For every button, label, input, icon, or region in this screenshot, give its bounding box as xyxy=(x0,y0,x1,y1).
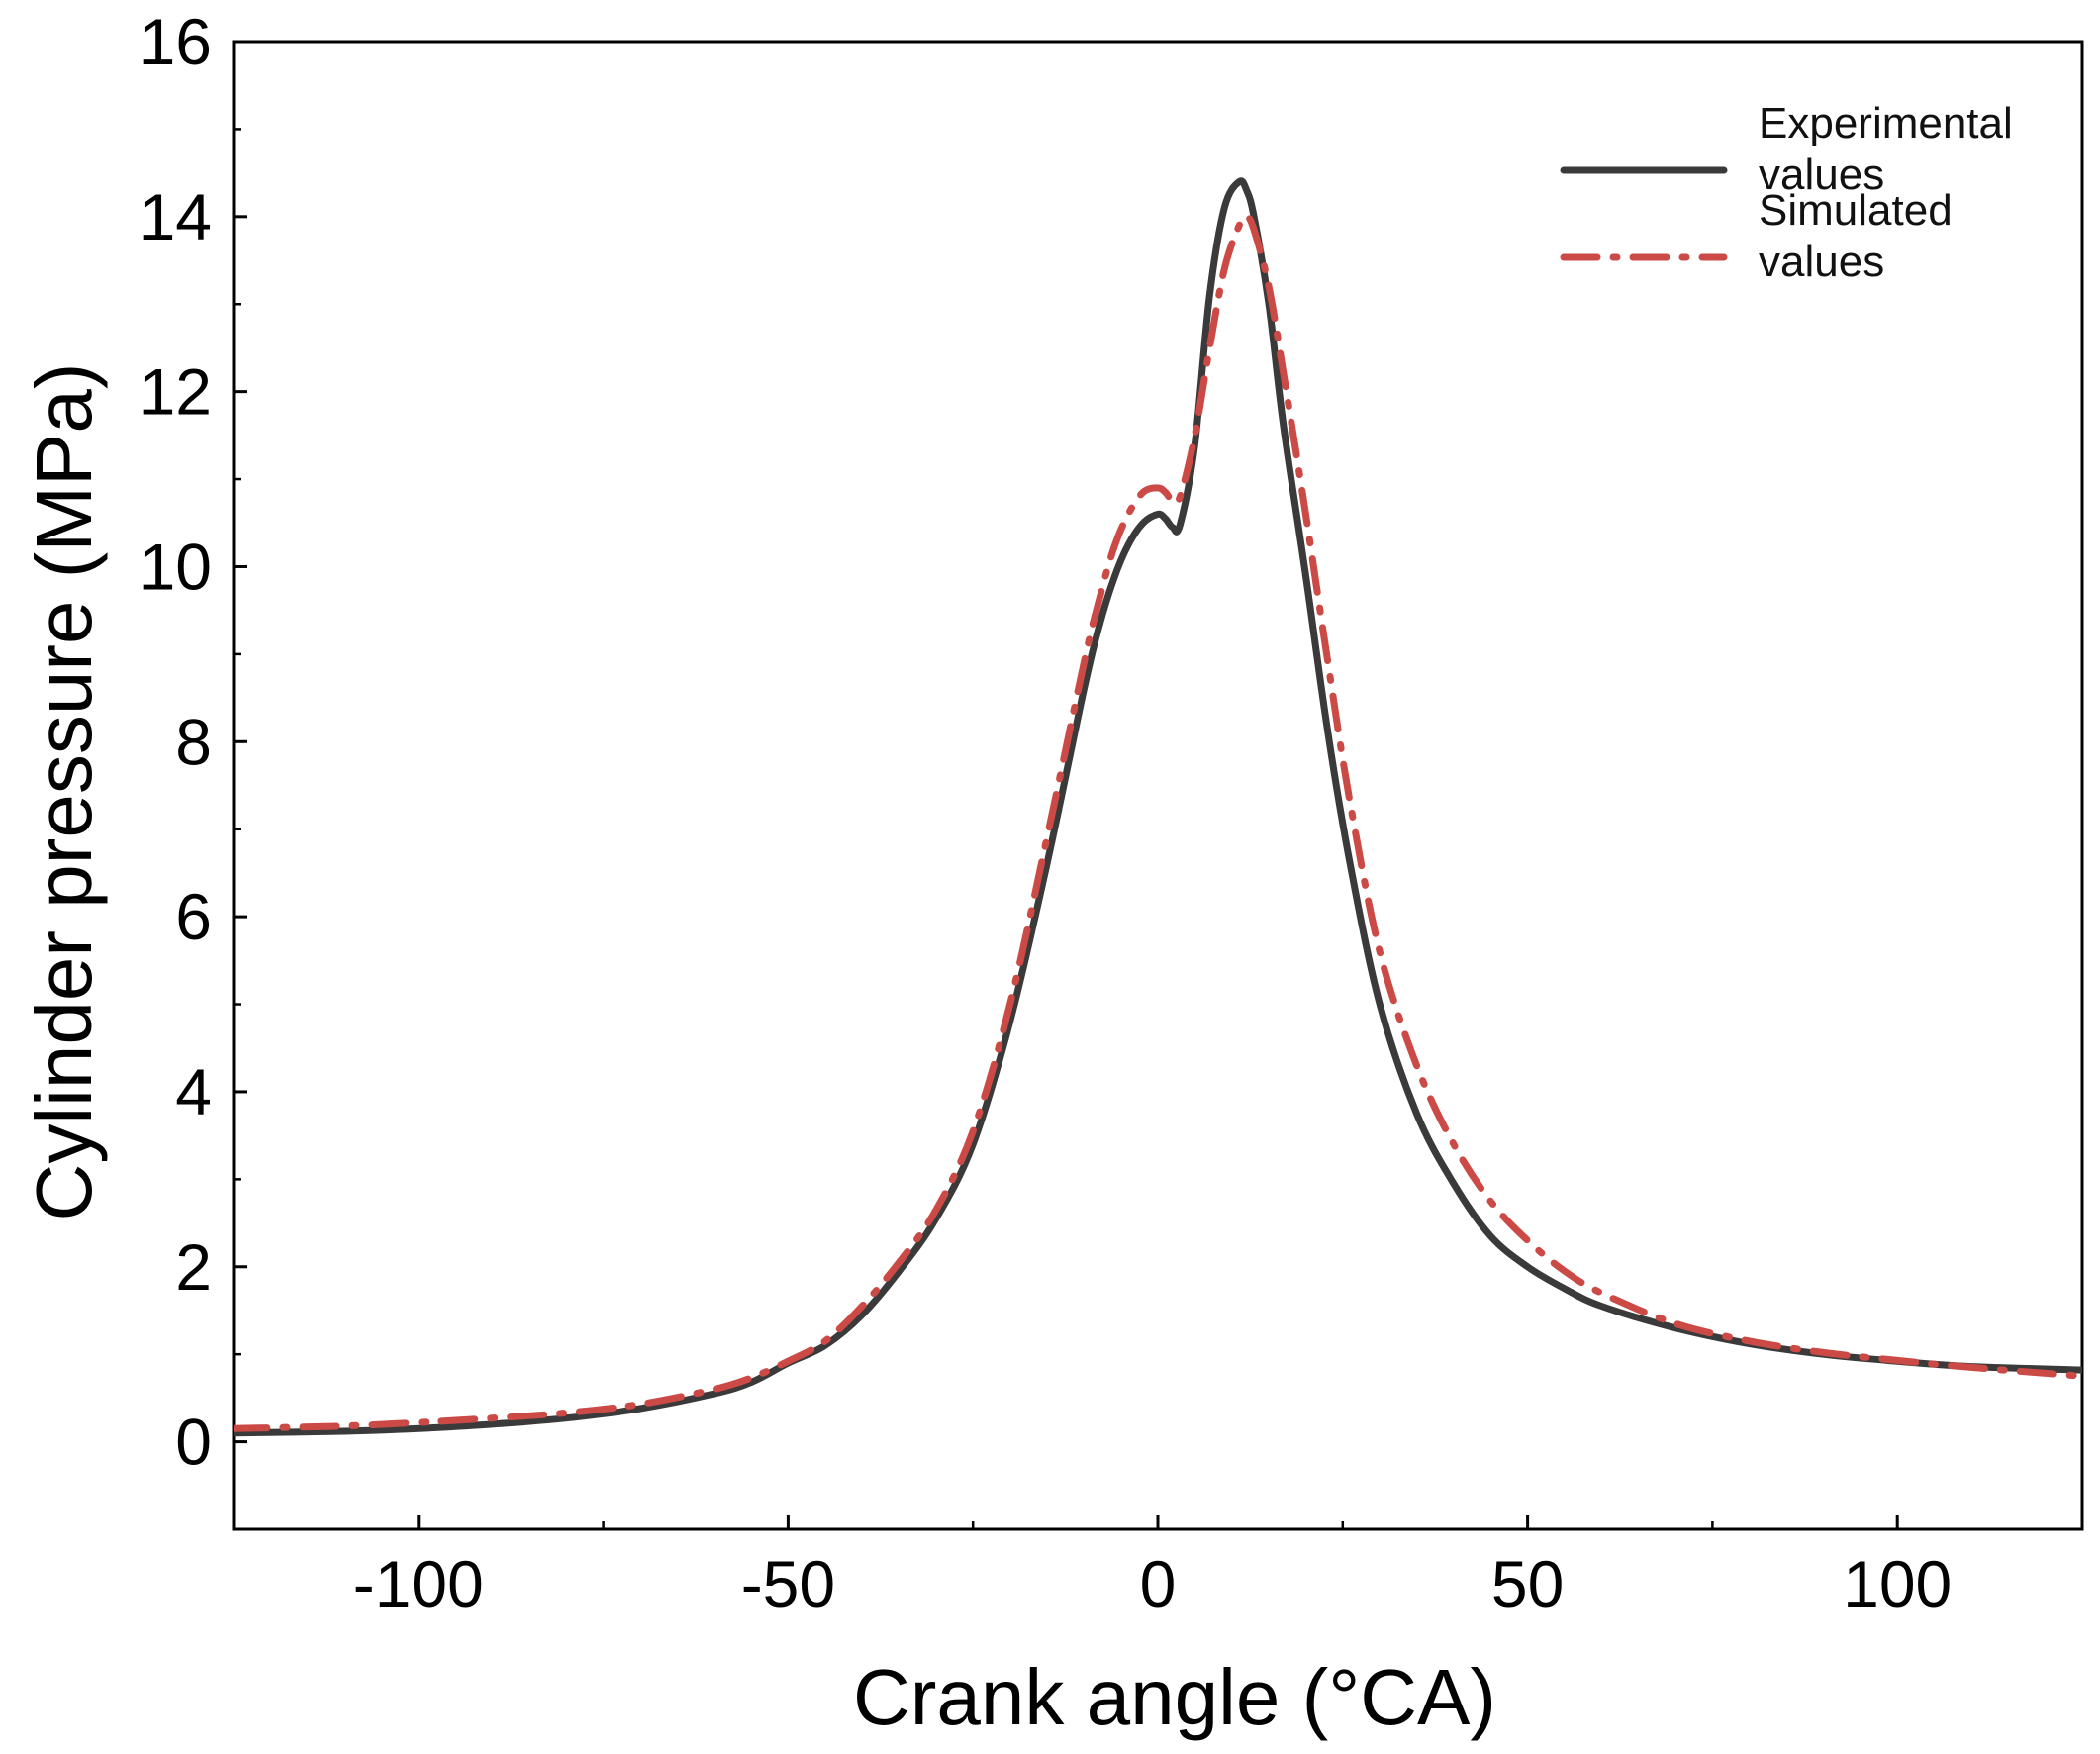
legend-label-simulated: values xyxy=(1759,238,1884,286)
y-tick-label: 12 xyxy=(140,355,212,429)
series-line-simulated xyxy=(234,213,2082,1432)
y-tick-label: 0 xyxy=(175,1406,212,1479)
x-tick-label: -50 xyxy=(741,1547,835,1620)
x-tick-label: 0 xyxy=(1140,1547,1177,1620)
y-tick-label: 8 xyxy=(175,705,212,778)
y-tick-label: 2 xyxy=(175,1230,212,1304)
x-tick-label: 100 xyxy=(1843,1547,1952,1620)
x-tick-label: -100 xyxy=(353,1547,484,1620)
x-axis-title: Crank angle (°CA) xyxy=(853,1653,1496,1741)
x-tick-label: 50 xyxy=(1491,1547,1564,1620)
axes-layer: -100 -50 0 50 100 0 2 4 6 8 10 12 14 16 xyxy=(140,5,1953,1620)
legend-label-experimental: values xyxy=(1759,150,1884,199)
y-axis-title: Cylinder pressure (MPa) xyxy=(20,363,108,1221)
y-tick-label: 16 xyxy=(140,5,212,78)
y-tick-label: 14 xyxy=(140,180,212,253)
legend-label-simulated: Simulated xyxy=(1759,186,1953,235)
legend-label-experimental: Experimental xyxy=(1759,99,2013,147)
series-layer xyxy=(234,177,2082,1437)
y-tick-label: 6 xyxy=(175,880,212,953)
y-tick-label: 10 xyxy=(140,530,212,603)
y-tick-label: 4 xyxy=(175,1055,212,1128)
series-line-experimental xyxy=(234,177,2082,1437)
